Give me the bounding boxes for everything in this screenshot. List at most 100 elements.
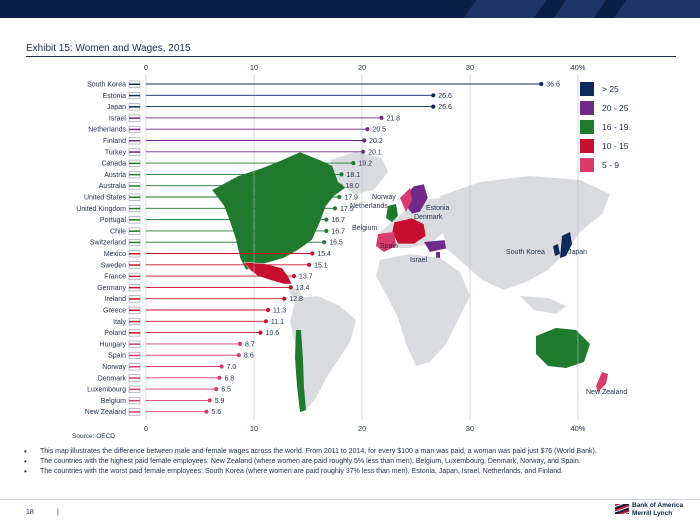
value-label: 8.6 bbox=[244, 353, 254, 360]
flag-stripe bbox=[129, 377, 140, 379]
bar-marker bbox=[306, 262, 312, 267]
legend-label: 10 - 15 bbox=[602, 141, 629, 151]
bar-marker bbox=[219, 364, 224, 369]
value-label: 19.2 bbox=[358, 161, 372, 168]
bar-marker bbox=[338, 183, 343, 188]
flag-stripe bbox=[129, 117, 140, 119]
map-label: Norway bbox=[372, 194, 396, 201]
country-label: United Kingdom bbox=[76, 206, 126, 213]
flag-stripe bbox=[129, 83, 140, 85]
title-rule bbox=[26, 56, 676, 57]
bar-marker bbox=[207, 398, 212, 403]
country-label: Poland bbox=[104, 330, 126, 337]
flag-stripe bbox=[129, 343, 140, 345]
wage-gap-chart: Norway Netherlands Estonia Denmark Belgium Sp… bbox=[72, 63, 629, 440]
country-label: Mexico bbox=[104, 251, 126, 258]
bar-marker bbox=[431, 93, 436, 98]
flag-stripe bbox=[129, 162, 140, 165]
flag-stripe bbox=[129, 219, 140, 221]
tick-label-top: 10 bbox=[250, 63, 258, 72]
tick-label-top: 0 bbox=[144, 63, 148, 72]
bar-marker bbox=[204, 409, 209, 414]
country-label: Australia bbox=[99, 183, 126, 190]
value-label: 21.8 bbox=[386, 115, 400, 122]
flag-stripe bbox=[129, 275, 140, 278]
country-label: Italy bbox=[113, 319, 126, 326]
bar-marker bbox=[288, 285, 293, 290]
map-label: South Korea bbox=[506, 249, 545, 256]
flag-stripe bbox=[129, 173, 140, 176]
tick-label-top: 20 bbox=[358, 63, 366, 72]
value-label: 5.6 bbox=[211, 409, 221, 416]
bar-marker bbox=[379, 115, 384, 120]
bar-marker bbox=[265, 307, 271, 313]
flag-stripe bbox=[129, 253, 140, 255]
map-label: New Zealand bbox=[586, 389, 627, 396]
country-label: France bbox=[104, 274, 126, 281]
bar-marker bbox=[214, 387, 219, 392]
country-label: Estonia bbox=[103, 93, 126, 100]
bar-marker bbox=[291, 274, 297, 279]
value-label: 18.1 bbox=[346, 172, 360, 179]
note-item: The countries with the worst paid female… bbox=[24, 467, 674, 477]
map-turkey bbox=[424, 240, 448, 252]
note-item: The countries with the highest paid fema… bbox=[24, 457, 674, 467]
country-label: United States bbox=[84, 195, 127, 202]
exhibit-title: Exhibit 15: Women and Wages, 2015 bbox=[26, 43, 191, 54]
flag-stripe bbox=[129, 366, 140, 368]
map-se-asia bbox=[520, 296, 566, 314]
flag-stripe bbox=[129, 332, 140, 334]
map-labels: Norway Netherlands Estonia Denmark Belgium Sp… bbox=[350, 194, 627, 396]
country-label: South Korea bbox=[87, 82, 126, 89]
world-map bbox=[211, 151, 610, 412]
value-label: 6.8 bbox=[224, 375, 234, 382]
bar-marker bbox=[258, 330, 263, 335]
map-label: Israel bbox=[410, 257, 428, 264]
flag-stripe bbox=[129, 241, 140, 244]
flag-stripe bbox=[129, 140, 140, 142]
country-label: Israel bbox=[109, 115, 127, 122]
map-uk bbox=[386, 204, 398, 222]
map-label: Belgium bbox=[352, 225, 377, 232]
map-label: Estonia bbox=[426, 205, 449, 212]
flag-stripe bbox=[129, 230, 140, 232]
value-label: 13.4 bbox=[296, 285, 310, 292]
bar-marker bbox=[539, 81, 544, 87]
country-label: Sweden bbox=[101, 262, 126, 269]
bar-marker bbox=[362, 138, 367, 143]
flag-stripe bbox=[129, 106, 140, 108]
flag-stripe bbox=[129, 354, 140, 357]
flag-stripe bbox=[129, 399, 140, 402]
value-label: 20.2 bbox=[369, 138, 383, 145]
country-label: New Zealand bbox=[85, 409, 126, 416]
bar-marker bbox=[332, 206, 338, 211]
value-label: 5.9 bbox=[215, 398, 225, 405]
country-label: Switzerland bbox=[90, 240, 126, 247]
map-label: Japan bbox=[568, 249, 587, 256]
bar-marker bbox=[337, 194, 342, 200]
value-label: 36.6 bbox=[546, 82, 560, 89]
value-label: 12.8 bbox=[289, 296, 303, 303]
country-label: Japan bbox=[107, 104, 126, 111]
bar-marker bbox=[263, 319, 268, 324]
country-label: Ireland bbox=[105, 296, 127, 303]
country-label: Luxembourg bbox=[87, 387, 126, 394]
chart-legend: > 25 20 - 25 16 - 19 10 - 15 5 - 9 bbox=[580, 82, 629, 172]
bar-marker bbox=[217, 375, 222, 380]
logo-flag-icon bbox=[615, 504, 629, 514]
value-label: 15.4 bbox=[317, 251, 331, 258]
value-label: 10.6 bbox=[265, 330, 279, 337]
value-label: 13.7 bbox=[299, 274, 313, 281]
value-label: 16.7 bbox=[331, 228, 345, 235]
value-label: 20.1 bbox=[368, 149, 382, 156]
flag-stripe bbox=[129, 196, 140, 198]
footer-rule bbox=[0, 499, 700, 500]
bar-marker bbox=[324, 217, 329, 222]
flag-stripe bbox=[129, 264, 140, 266]
map-israel bbox=[436, 252, 440, 258]
flag-stripe bbox=[129, 309, 140, 311]
flag-stripe bbox=[129, 128, 140, 131]
page-separator: | bbox=[57, 509, 59, 516]
country-label: Portugal bbox=[100, 217, 127, 224]
map-label: Spain bbox=[380, 243, 398, 250]
